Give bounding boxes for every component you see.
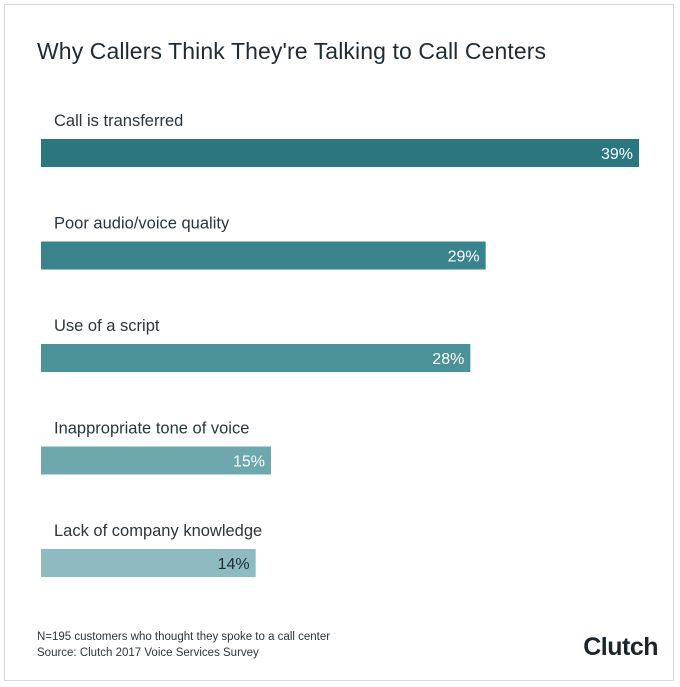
- category-label: Inappropriate tone of voice: [54, 420, 249, 438]
- bar-group: Call is transferred 39%: [41, 112, 639, 167]
- category-label: Call is transferred: [54, 112, 183, 130]
- clutch-logo: Clutch: [583, 633, 658, 661]
- source-note: Source: Clutch 2017 Voice Services Surve…: [37, 647, 259, 659]
- value-label: 14%: [218, 556, 250, 573]
- bar: [41, 549, 256, 577]
- bar-group: Inappropriate tone of voice 15%: [41, 420, 271, 475]
- bar-group: Poor audio/voice quality 29%: [41, 215, 486, 270]
- chart-title: Why Callers Think They're Talking to Cal…: [37, 38, 547, 64]
- bar: [41, 446, 271, 475]
- bar-chart: Call is transferred 39% Poor audio/voice q…: [41, 112, 639, 577]
- category-label: Lack of company knowledge: [54, 522, 262, 540]
- category-label: Poor audio/voice quality: [54, 215, 230, 233]
- value-label: 39%: [601, 146, 633, 163]
- bar-group: Lack of company knowledge 14%: [41, 522, 262, 577]
- bar: [41, 344, 471, 372]
- sample-note: N=195 customers who thought they spoke t…: [37, 631, 331, 643]
- bar: [41, 241, 486, 270]
- bar-group: Use of a script 28%: [41, 317, 471, 372]
- value-label: 29%: [448, 249, 480, 266]
- category-label: Use of a script: [54, 317, 160, 335]
- value-label: 28%: [432, 351, 464, 368]
- bar: [41, 139, 639, 167]
- value-label: 15%: [233, 454, 265, 471]
- chart-notes: N=195 customers who thought they spoke t…: [37, 629, 330, 661]
